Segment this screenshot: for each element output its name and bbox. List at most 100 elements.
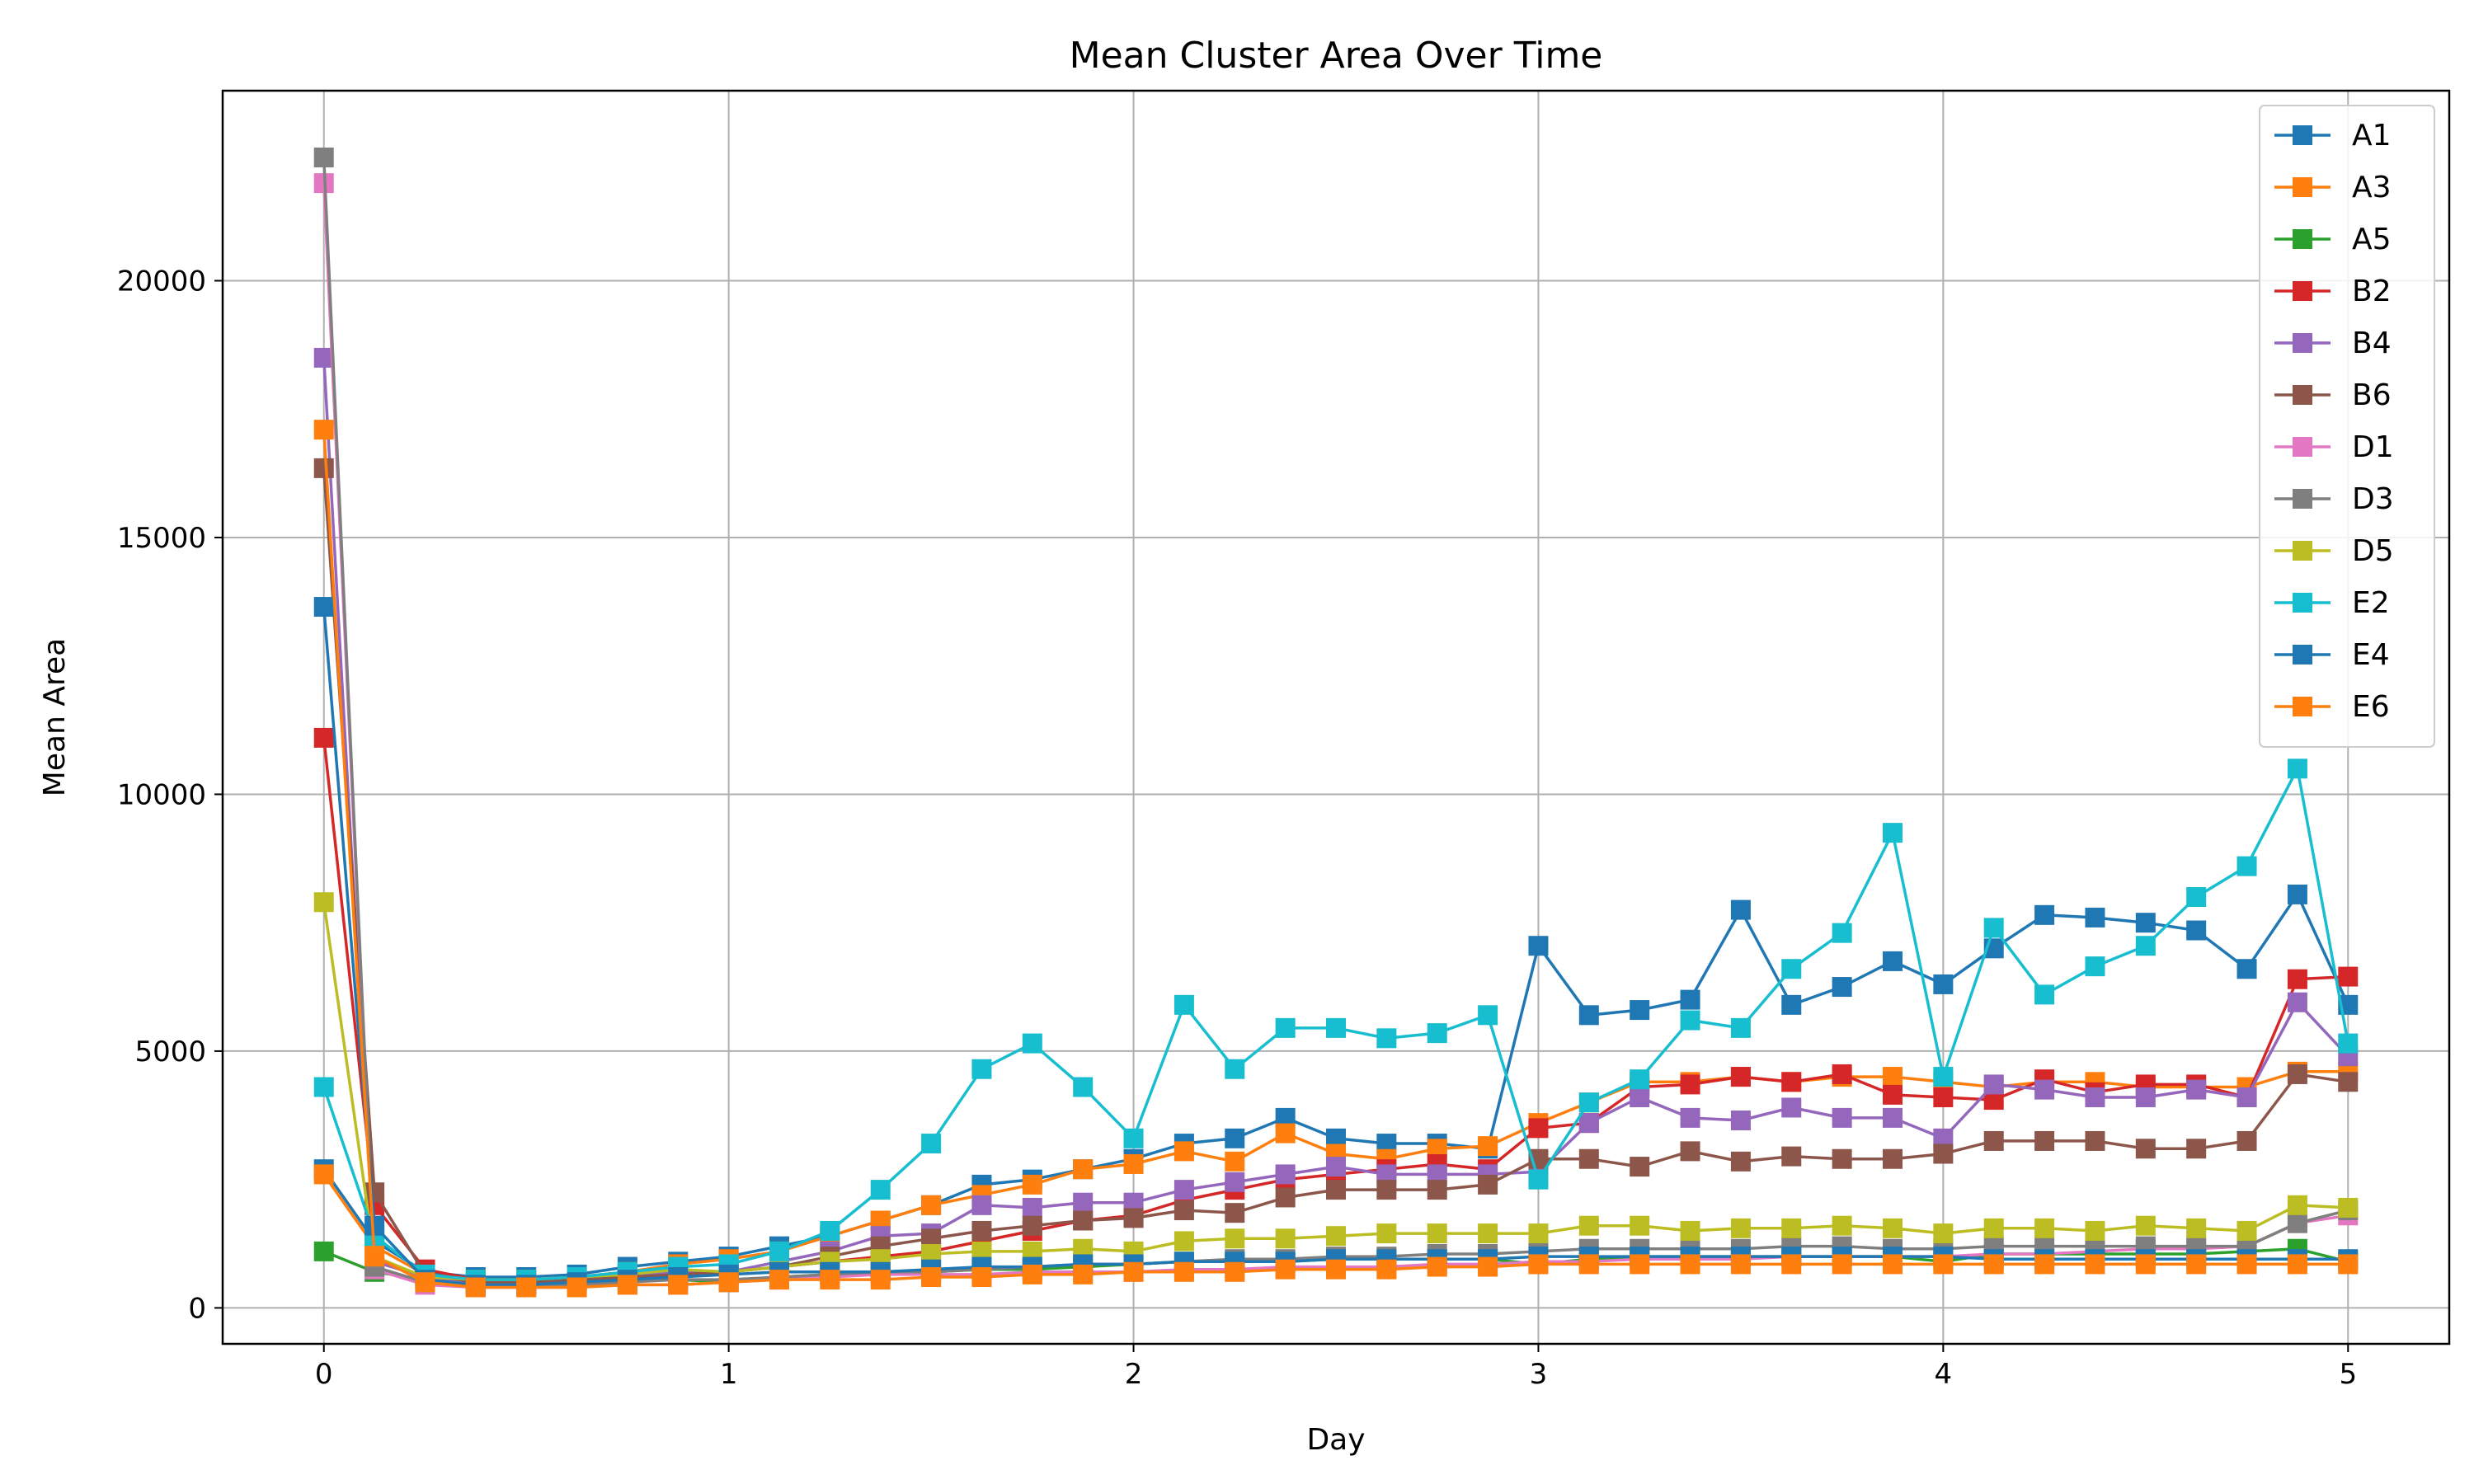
data-point — [1174, 1200, 1194, 1221]
data-point — [1478, 1256, 1498, 1277]
data-point — [1832, 1254, 1852, 1275]
data-point — [1883, 951, 1903, 971]
data-point — [1883, 823, 1903, 843]
data-point — [2135, 1215, 2156, 1236]
data-point — [1578, 1092, 1599, 1113]
data-point — [2186, 920, 2207, 941]
data-point — [2287, 884, 2307, 904]
legend-item: D3 — [2274, 482, 2394, 516]
data-point — [1073, 1192, 1094, 1213]
legend-label: D3 — [2352, 482, 2394, 516]
data-point — [2085, 1220, 2105, 1241]
data-point — [365, 1247, 385, 1267]
data-point — [2034, 904, 2055, 925]
data-point — [1225, 1261, 1245, 1282]
data-point — [718, 1272, 739, 1293]
data-point — [921, 1195, 942, 1215]
data-point — [1427, 1180, 1447, 1200]
data-point — [2085, 1130, 2105, 1151]
data-point — [313, 1077, 334, 1097]
legend-item: E2 — [2274, 586, 2390, 620]
data-point — [1832, 1064, 1852, 1084]
data-point — [971, 1220, 992, 1241]
data-point — [313, 1241, 334, 1261]
legend-item: E4 — [2274, 638, 2390, 672]
data-point — [2085, 1254, 2105, 1275]
y-tick-label: 20000 — [117, 265, 206, 298]
data-point — [1427, 1223, 1447, 1244]
data-point — [1781, 1254, 1802, 1275]
data-point — [2338, 966, 2359, 987]
data-point — [2287, 758, 2307, 779]
legend-label: D5 — [2352, 534, 2394, 568]
data-point — [313, 147, 334, 167]
data-point — [1123, 1208, 1144, 1228]
data-point — [2085, 1087, 2105, 1107]
data-point — [465, 1277, 486, 1298]
data-point — [2034, 1130, 2055, 1151]
data-point — [1680, 1254, 1700, 1275]
legend-item: B4 — [2274, 326, 2392, 360]
data-point — [2236, 1087, 2257, 1107]
data-point — [1933, 1087, 1954, 1107]
data-point — [1174, 1180, 1194, 1200]
data-point — [1630, 1069, 1650, 1090]
data-point — [1883, 1084, 1903, 1105]
data-point — [365, 1182, 385, 1203]
legend-marker — [2293, 333, 2312, 353]
data-point — [1578, 1005, 1599, 1026]
data-point — [1781, 994, 1802, 1015]
legend-label: B2 — [2352, 275, 2392, 308]
data-point — [313, 458, 334, 478]
data-point — [1174, 1231, 1194, 1252]
legend: A1 A3 A5 B2 B4 B6 D1 D3 D5 E2 E4 E6 — [2259, 105, 2435, 748]
data-point — [1578, 1113, 1599, 1134]
data-point — [2287, 992, 2307, 1012]
data-point — [2085, 956, 2105, 977]
data-point — [1022, 1264, 1042, 1284]
legend-label: D1 — [2352, 430, 2394, 464]
axis-ticks: 0 1 2 3 4 5 0 5000 10000 15000 20000 — [117, 265, 2357, 1391]
data-point — [1275, 1123, 1296, 1144]
data-point — [1275, 1228, 1296, 1249]
data-point — [921, 1134, 942, 1154]
data-point — [1376, 1223, 1397, 1244]
data-point — [2135, 1254, 2156, 1275]
data-point — [1275, 1187, 1296, 1208]
data-point — [820, 1270, 840, 1290]
data-point — [313, 892, 334, 913]
data-point — [1528, 1118, 1549, 1139]
legend-label: E6 — [2352, 690, 2390, 724]
data-point — [1630, 1215, 1650, 1236]
data-point — [2338, 1254, 2359, 1275]
data-point — [1933, 1254, 1954, 1275]
data-point — [1832, 1148, 1852, 1169]
data-point — [1225, 1228, 1245, 1249]
x-axis-label: Day — [1306, 1423, 1365, 1457]
data-point — [769, 1270, 789, 1290]
data-point — [1730, 1254, 1751, 1275]
data-point — [1478, 1223, 1498, 1244]
data-point — [1630, 1254, 1650, 1275]
legend-item: A3 — [2274, 171, 2392, 204]
x-tick-label: 2 — [1125, 1358, 1143, 1391]
data-point — [1883, 1254, 1903, 1275]
data-point — [1781, 1097, 1802, 1118]
legend-label: B6 — [2352, 378, 2392, 412]
data-point — [1123, 1128, 1144, 1148]
data-point — [1983, 1074, 2004, 1095]
data-point — [313, 727, 334, 748]
data-point — [2186, 1254, 2207, 1275]
y-axis-label: Mean Area — [38, 638, 72, 796]
legend-item: E6 — [2274, 690, 2390, 724]
data-point — [971, 1059, 992, 1079]
data-point — [1376, 1259, 1397, 1280]
plot-frame — [221, 89, 2451, 1345]
data-point — [1478, 1136, 1498, 1157]
data-point — [1680, 989, 1700, 1010]
data-point — [2287, 1254, 2307, 1275]
x-tick-label: 3 — [1530, 1358, 1548, 1391]
data-point — [2034, 1254, 2055, 1275]
data-point — [1630, 1000, 1650, 1021]
